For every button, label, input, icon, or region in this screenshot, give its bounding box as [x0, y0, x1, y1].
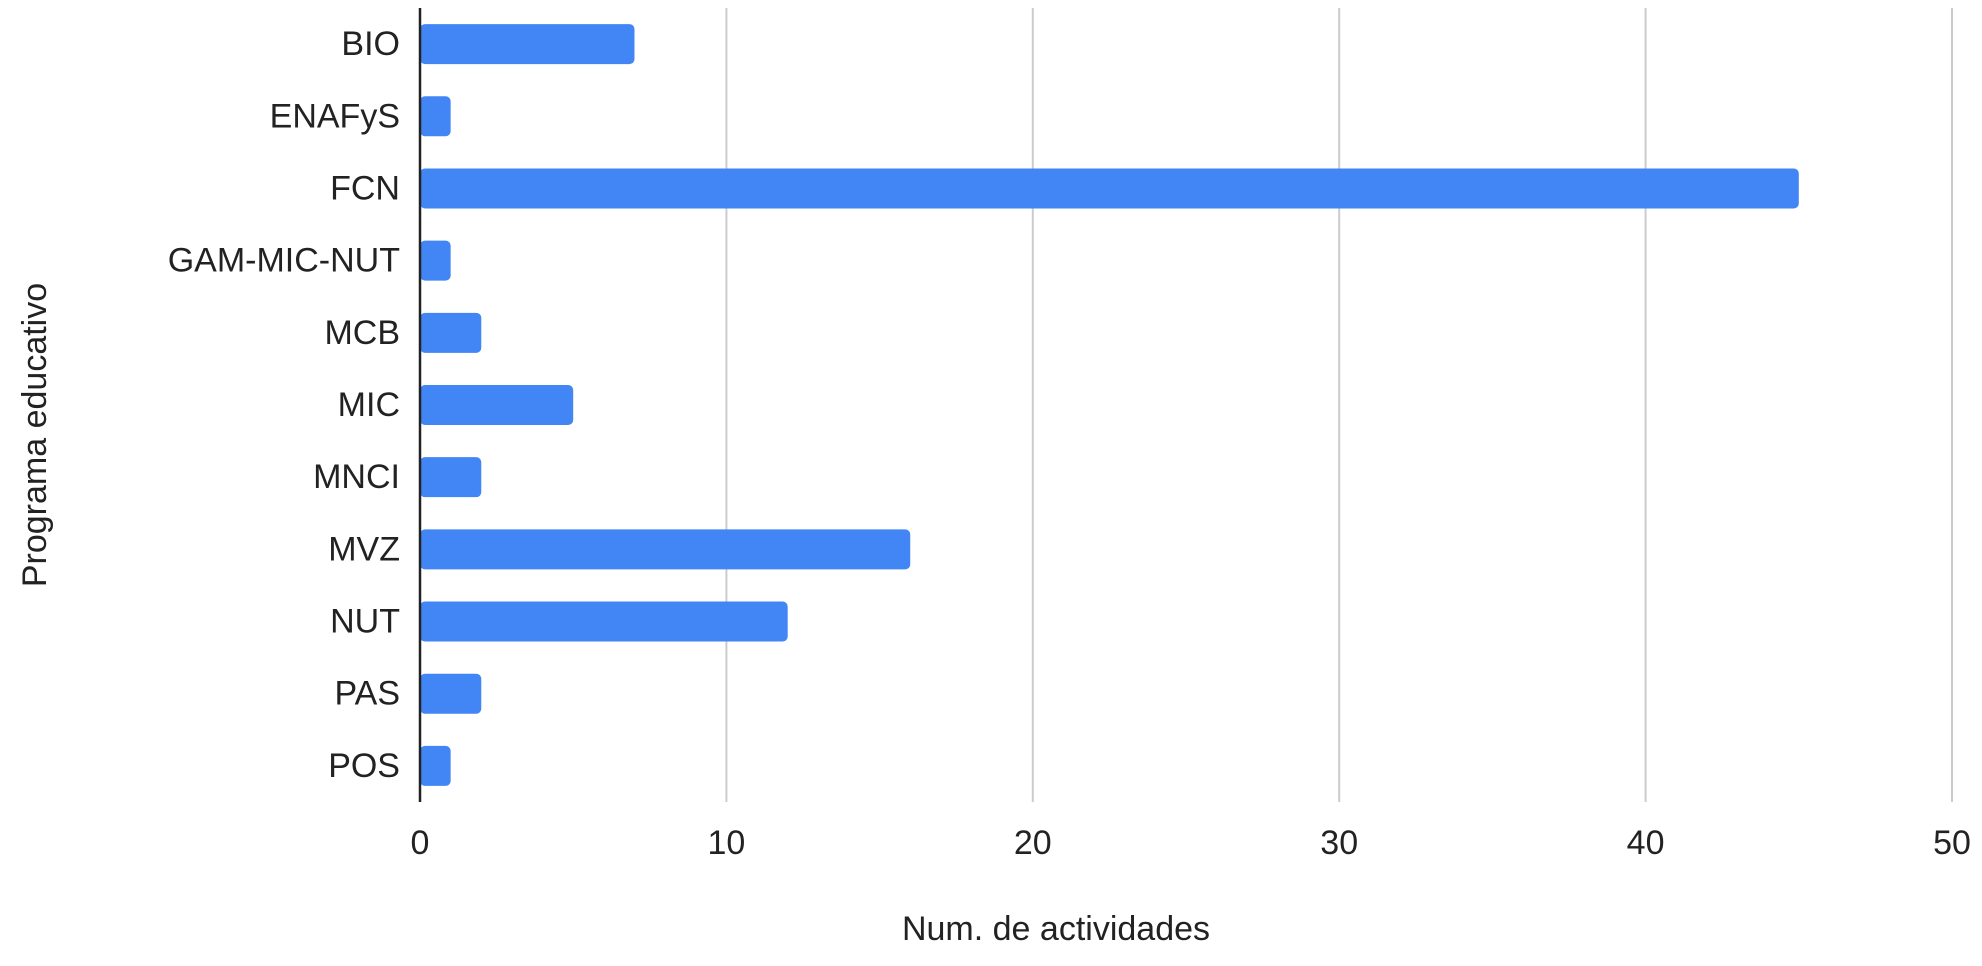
bar-PAS: [420, 673, 482, 714]
x-axis-title: Num. de actividades: [902, 910, 1210, 948]
bar-GAM-MIC-NUT: [420, 240, 451, 281]
y-tick-label-MNCI: MNCI: [313, 458, 400, 496]
bar-MIC: [420, 385, 574, 425]
y-tick-label-PAS: PAS: [334, 675, 400, 713]
y-tick-label-BIO: BIO: [341, 25, 400, 63]
bar-BIO: [420, 24, 635, 65]
bar-POS: [420, 745, 451, 786]
x-tick-label-20: 20: [1014, 824, 1052, 862]
y-tick-label-MIC: MIC: [338, 386, 400, 424]
x-tick-label-30: 30: [1320, 824, 1358, 862]
bar-ENAFyS: [420, 96, 451, 137]
bar-MVZ: [420, 529, 911, 570]
gridlines: [725, 8, 1953, 802]
bars: [420, 24, 1799, 786]
y-axis-title: Programa educativo: [16, 283, 54, 587]
bar-MNCI: [420, 457, 482, 498]
y-tick-label-MVZ: MVZ: [328, 530, 400, 568]
bar-NUT: [420, 601, 788, 642]
y-tick-label-NUT: NUT: [330, 603, 400, 641]
y-tick-label-ENAFyS: ENAFyS: [270, 97, 400, 135]
tick-labels: 0 10 20 30 40 50 BIO ENAFyS FCN GAM-MIC-NUT MCB MIC…: [168, 25, 1971, 862]
bar-MCB: [420, 312, 482, 353]
x-tick-label-10: 10: [707, 824, 745, 862]
x-tick-label-50: 50: [1933, 824, 1971, 862]
y-tick-label-FCN: FCN: [330, 169, 400, 207]
x-tick-label-0: 0: [411, 824, 430, 862]
y-tick-label-MCB: MCB: [324, 314, 400, 352]
y-tick-label-GAM-MIC-NUT: GAM-MIC-NUT: [168, 242, 400, 280]
y-tick-label-POS: POS: [328, 747, 400, 785]
bar-FCN: [420, 168, 1799, 209]
x-tick-label-40: 40: [1627, 824, 1665, 862]
